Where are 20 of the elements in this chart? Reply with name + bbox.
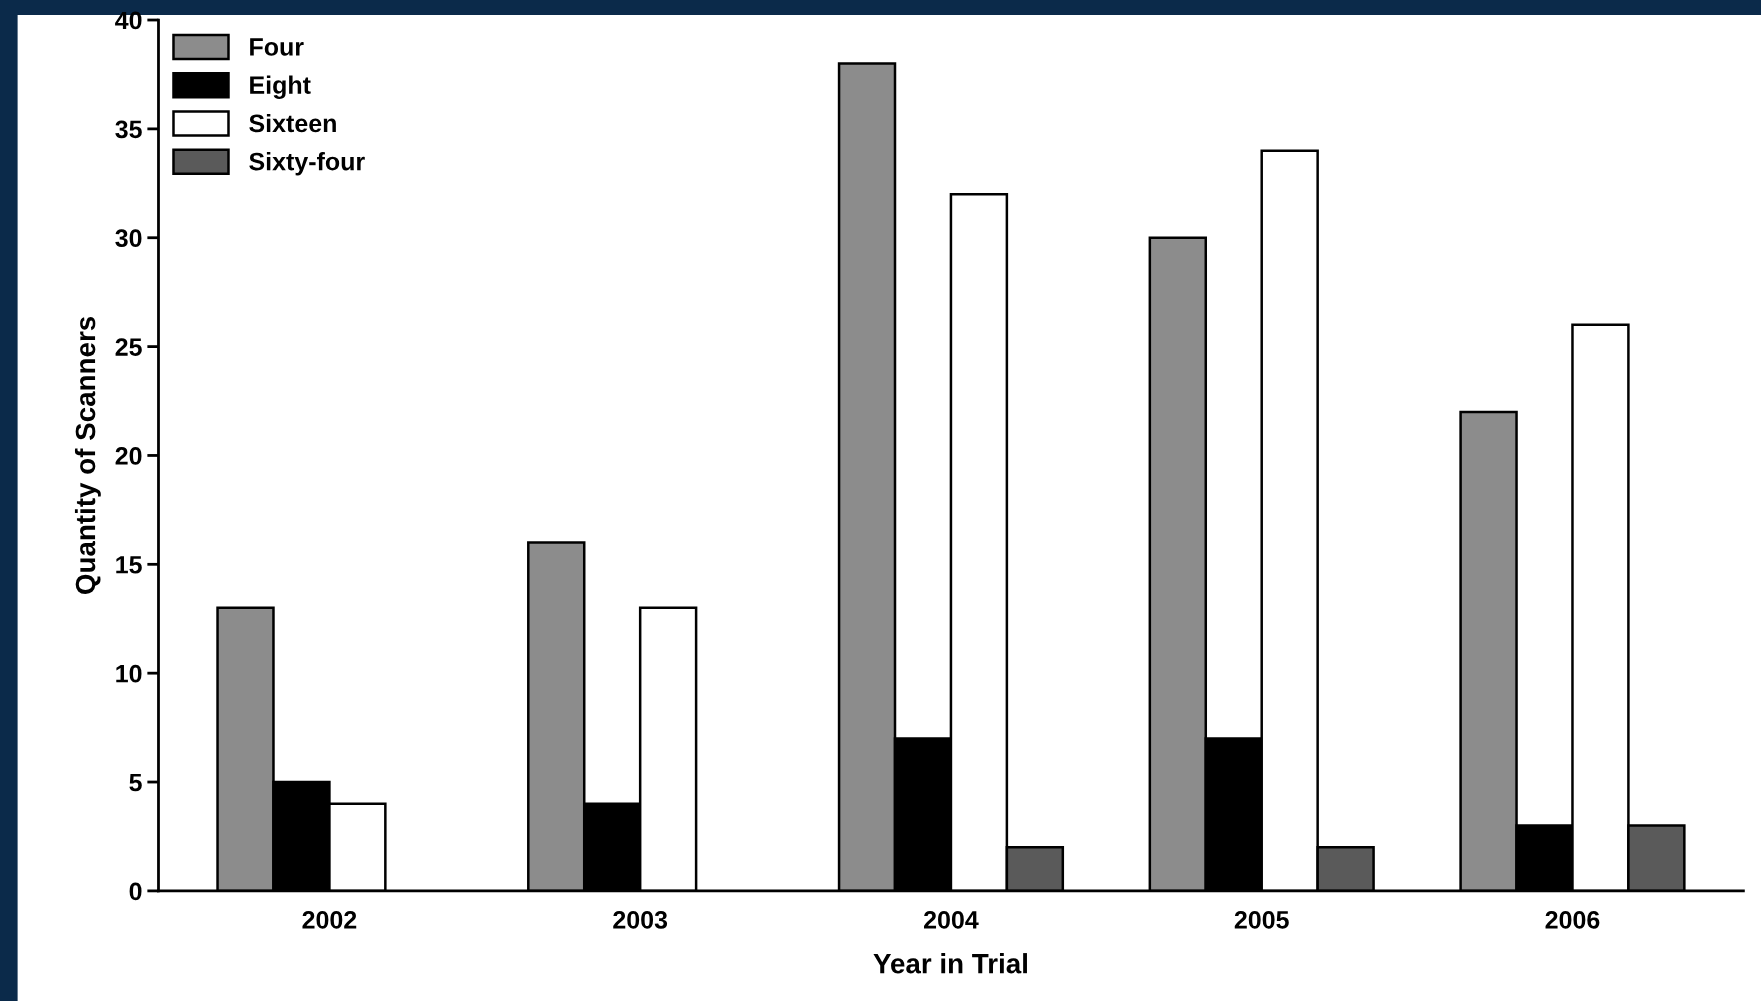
legend-label: Four (250, 38, 304, 56)
x-tick-label: 2004 (924, 910, 979, 929)
y-tick-label: 5 (129, 773, 142, 792)
x-axis-title: Year in Trial (873, 953, 1027, 974)
y-tick-label: 35 (115, 120, 142, 139)
x-tick-label: 2005 (1234, 910, 1289, 929)
y-tick-label: 10 (116, 664, 142, 683)
legend-label: Sixty-four (249, 152, 365, 176)
x-tick-label: 2003 (613, 910, 668, 929)
y-tick-label: 40 (115, 11, 142, 30)
x-tick-label: 2006 (1545, 910, 1600, 929)
x-tick-label: 2002 (302, 910, 357, 929)
y-axis-title: Quantity of Scanners (74, 316, 101, 594)
y-tick-label: 0 (129, 882, 142, 901)
y-tick-label: 15 (116, 556, 142, 574)
legend-label: Eight (250, 75, 311, 99)
y-tick-label: 25 (115, 338, 142, 356)
legend-label: Sixteen (249, 113, 336, 133)
y-tick-label: 20 (115, 447, 142, 465)
y-tick-label: 30 (115, 229, 142, 248)
